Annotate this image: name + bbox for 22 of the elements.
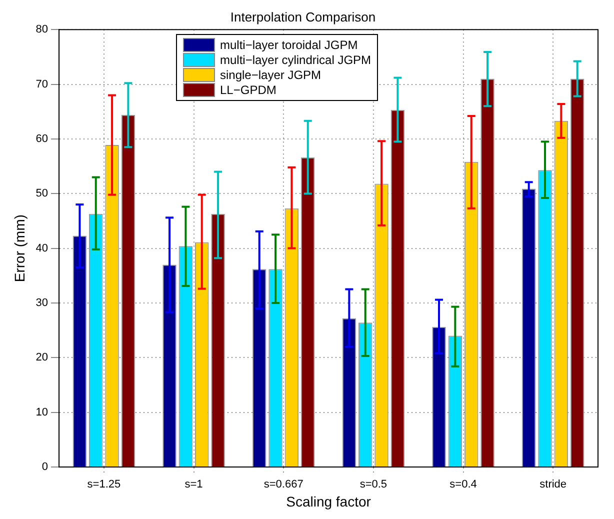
y-tick-label: 0 bbox=[42, 461, 48, 474]
legend-label: multi−layer cylindrical JGPM bbox=[220, 53, 372, 67]
y-tick-label: 30 bbox=[36, 297, 48, 310]
x-tick-label: stride bbox=[540, 478, 567, 491]
y-tick-label: 60 bbox=[36, 132, 48, 145]
x-tick-label: s=0.4 bbox=[450, 478, 477, 491]
legend-label: single−layer JGPM bbox=[220, 68, 322, 82]
y-tick-label: 10 bbox=[36, 406, 48, 418]
y-tick-label: 50 bbox=[36, 188, 48, 200]
y-tick-label: 20 bbox=[36, 352, 48, 364]
x-tick-label: s=0.667 bbox=[264, 478, 304, 491]
legend-label: LL−GPDM bbox=[220, 83, 276, 97]
x-tick-label: s=1 bbox=[184, 478, 203, 491]
legend-label: multi−layer toroidal JGPM bbox=[220, 38, 358, 52]
y-axis-title: Error (mm) bbox=[11, 214, 28, 282]
x-tick-label: s=0.5 bbox=[360, 478, 388, 491]
x-tick-label: s=1.25 bbox=[87, 478, 121, 491]
chart-title: Interpolation Comparison bbox=[230, 9, 376, 24]
y-tick-label: 70 bbox=[36, 78, 48, 90]
y-tick-label: 80 bbox=[36, 24, 48, 36]
x-axis-title: Scaling factor bbox=[286, 493, 372, 510]
y-tick-label: 40 bbox=[36, 242, 48, 254]
